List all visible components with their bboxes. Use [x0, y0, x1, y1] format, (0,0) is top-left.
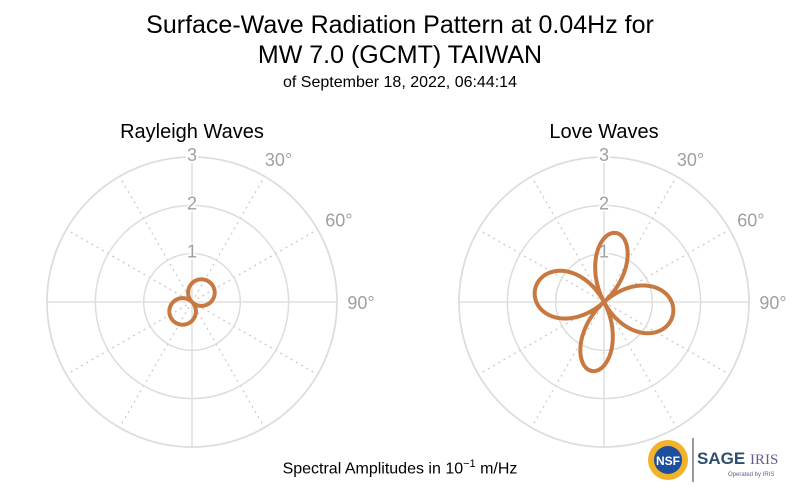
- angular-gridline: [191, 301, 318, 376]
- radial-ring: [458, 156, 750, 448]
- nsf-logo-text: NSF: [656, 454, 680, 468]
- radial-tick-label: 1: [187, 242, 197, 262]
- angular-gridline: [603, 176, 678, 303]
- nsf-logo: NSF: [648, 440, 688, 480]
- radial-ring: [554, 252, 654, 352]
- angular-gridline: [118, 176, 193, 303]
- sage-text: SAGE: [697, 449, 745, 468]
- sponsor-logos: NSF SAGE IRIS Operated by IRIS: [648, 438, 778, 482]
- angle-tick-label: 60°: [325, 211, 352, 231]
- angular-gridline: [478, 228, 605, 303]
- angle-tick-label: 60°: [737, 211, 764, 231]
- angle-tick-label: 30°: [677, 150, 704, 170]
- angle-tick-label: 90°: [759, 293, 786, 313]
- radial-tick-label: 2: [187, 193, 197, 213]
- iris-text: IRIS: [750, 452, 778, 468]
- radial-tick-label: 3: [187, 145, 197, 165]
- radial-ring: [94, 204, 290, 400]
- footer-unit: m/Hz: [475, 460, 518, 478]
- footer-caption: Spectral Amplitudes in 10−1 m/Hz: [0, 452, 800, 481]
- angular-gridline: [530, 176, 605, 303]
- angular-gridline: [191, 176, 266, 303]
- angle-tick-label: 30°: [265, 150, 292, 170]
- chart-title-line1: Surface-Wave Radiation Pattern at 0.04Hz…: [146, 11, 654, 39]
- angular-gridline: [603, 301, 730, 376]
- angular-gridline: [66, 301, 193, 376]
- polar-chart-1: Rayleigh Waves 1 2 3 30° 60° 90°: [46, 121, 375, 448]
- polar-title: Love Waves: [549, 121, 658, 143]
- angular-gridline: [66, 228, 193, 303]
- radial-ring: [142, 252, 242, 352]
- radial-ring: [506, 204, 702, 400]
- footer-exponent: −1: [463, 458, 476, 470]
- angle-tick-label: 90°: [347, 293, 374, 313]
- radial-tick-label: 3: [599, 145, 609, 165]
- radial-tick-label: 2: [599, 193, 609, 213]
- radial-ring: [46, 156, 338, 448]
- chart-subtitle: of September 18, 2022, 06:44:14: [283, 74, 517, 91]
- radiation-pattern-curve: [532, 230, 676, 374]
- polar-title: Rayleigh Waves: [120, 121, 264, 143]
- sage-iris-logo: SAGE IRIS Operated by IRIS: [697, 449, 778, 478]
- footer-prefix: Spectral Amplitudes in 10: [282, 460, 464, 478]
- operated-by-text: Operated by IRIS: [728, 472, 774, 478]
- chart-title-line2: MW 7.0 (GCMT) TAIWAN: [257, 41, 543, 69]
- angular-gridline: [191, 301, 266, 428]
- angular-gridline: [191, 228, 318, 303]
- angular-gridline: [603, 301, 678, 428]
- radiation-pattern-curve: [167, 277, 217, 327]
- angular-gridline: [118, 301, 193, 428]
- angular-gridline: [530, 301, 605, 428]
